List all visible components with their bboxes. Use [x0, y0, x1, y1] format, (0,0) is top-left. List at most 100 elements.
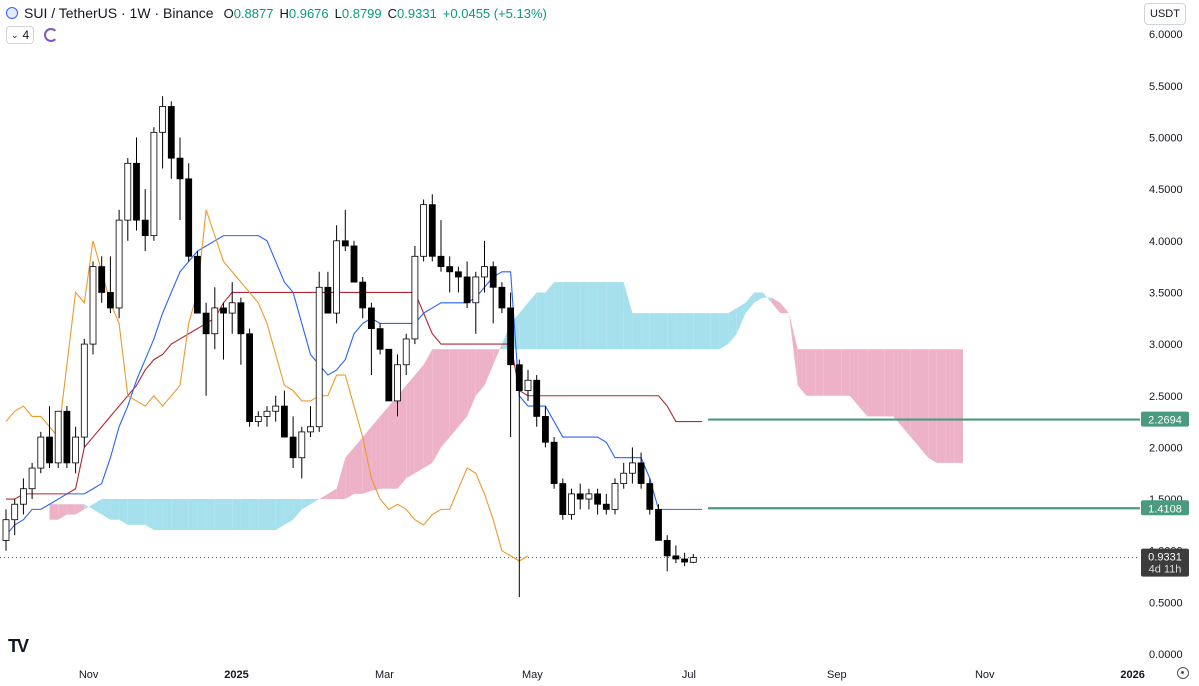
cloud-segment: [493, 344, 502, 365]
open-value: O0.8877: [223, 5, 274, 21]
cloud-segment: [519, 302, 528, 350]
base-line: [6, 291, 702, 500]
candle-body: [507, 307, 515, 366]
symbol-header: SUI / TetherUS · 1W · Binance O0.8877 H0…: [6, 4, 547, 22]
price-tick-label: 3.0000: [1149, 339, 1183, 351]
cloud-segment: [258, 499, 267, 531]
candle: [681, 552, 688, 567]
candle: [472, 271, 480, 334]
candle-body: [19, 488, 27, 505]
candle: [559, 478, 567, 520]
cloud-segment: [119, 499, 128, 525]
candle-body: [2, 519, 10, 541]
cloud-segment: [240, 499, 250, 531]
candle-body: [559, 483, 567, 515]
indicators-collapse-button[interactable]: ⌄ 4: [6, 26, 35, 44]
time-tick-label: Mar: [375, 669, 394, 681]
candle: [220, 302, 227, 360]
cloud-segment: [762, 292, 772, 303]
candle: [515, 359, 523, 598]
refresh-icon[interactable]: [44, 28, 59, 42]
candle: [367, 302, 375, 376]
cloud-segment: [754, 292, 763, 303]
cloud-segment: [841, 349, 850, 396]
cloud-segment: [597, 282, 607, 350]
candle-body: [646, 483, 654, 510]
cloud-segment: [267, 499, 276, 531]
bar-countdown-label: 4d 11h: [1149, 564, 1182, 576]
candle: [211, 287, 219, 350]
candle-body: [246, 333, 254, 422]
price-tick-label: 2.5000: [1149, 391, 1183, 403]
candle: [19, 478, 27, 515]
candle-body: [472, 276, 480, 304]
cloud-segment: [162, 499, 172, 531]
cloud-segment: [467, 349, 476, 417]
cloud-segment: [93, 499, 102, 515]
candle: [420, 199, 428, 262]
cloud-segment: [66, 504, 76, 515]
symbol-title[interactable]: SUI / TetherUS · 1W · Binance: [24, 5, 214, 21]
cloud-segment: [327, 488, 337, 500]
candle: [446, 256, 454, 293]
candle-body: [463, 276, 471, 304]
candle-body: [367, 307, 375, 330]
cloud-segment: [571, 282, 581, 350]
candle-body: [46, 436, 53, 464]
cloud-segment: [354, 437, 363, 494]
cloud-segment: [675, 313, 685, 350]
candle-body: [681, 558, 688, 563]
candle-body: [420, 204, 428, 257]
candle-body: [655, 508, 662, 541]
candle-body: [402, 338, 410, 366]
cloud-segment: [780, 302, 789, 314]
cloud-segment: [336, 457, 346, 500]
candle-body: [228, 302, 236, 314]
price-tick-label: 3.5000: [1149, 287, 1183, 299]
cloud-segment: [884, 349, 894, 417]
price-tick-label: 0.0000: [1149, 649, 1183, 661]
cloud-segment: [893, 349, 903, 427]
candle-body: [350, 245, 358, 283]
cloud-segment: [58, 504, 67, 520]
cloud-segment: [180, 499, 189, 531]
time-tick-label: Nov: [79, 669, 99, 681]
candle-body: [689, 557, 697, 563]
cloud-segment: [249, 499, 259, 531]
candle-body: [542, 416, 549, 443]
candle-body: [481, 266, 488, 278]
candle: [176, 137, 184, 221]
cloud-segment: [667, 313, 676, 350]
candle: [107, 256, 114, 314]
candle-body: [394, 364, 401, 402]
cloud-segment: [702, 313, 711, 350]
candle: [159, 96, 167, 169]
currency-selector[interactable]: USDT: [1144, 3, 1186, 25]
time-tick-label: 2026: [1120, 669, 1144, 681]
low-value: L0.8799: [334, 5, 382, 21]
candle: [246, 328, 254, 427]
settings-icon[interactable]: [1177, 667, 1189, 679]
candle: [37, 431, 45, 474]
candle-body: [611, 483, 619, 510]
cloud-segment: [397, 385, 407, 489]
cloud-segment: [867, 349, 876, 417]
cloud-segment: [232, 499, 241, 531]
candle-body: [594, 493, 601, 505]
cloud-segment: [615, 282, 624, 350]
candle: [46, 406, 53, 469]
candle: [2, 509, 10, 551]
candle-body: [663, 539, 671, 557]
level-label: 2.2694: [1148, 415, 1182, 427]
candle: [72, 426, 79, 474]
candle: [54, 410, 62, 469]
candle: [28, 462, 36, 500]
candle-body: [333, 240, 341, 314]
cloud-segment: [145, 499, 154, 531]
ohlc-values: O0.8877 H0.9676 L0.8799 C0.9331 +0.0455 …: [224, 6, 547, 21]
candle: [394, 354, 401, 417]
candle: [307, 406, 314, 438]
candle: [298, 426, 306, 479]
cloud-segment: [789, 313, 798, 386]
